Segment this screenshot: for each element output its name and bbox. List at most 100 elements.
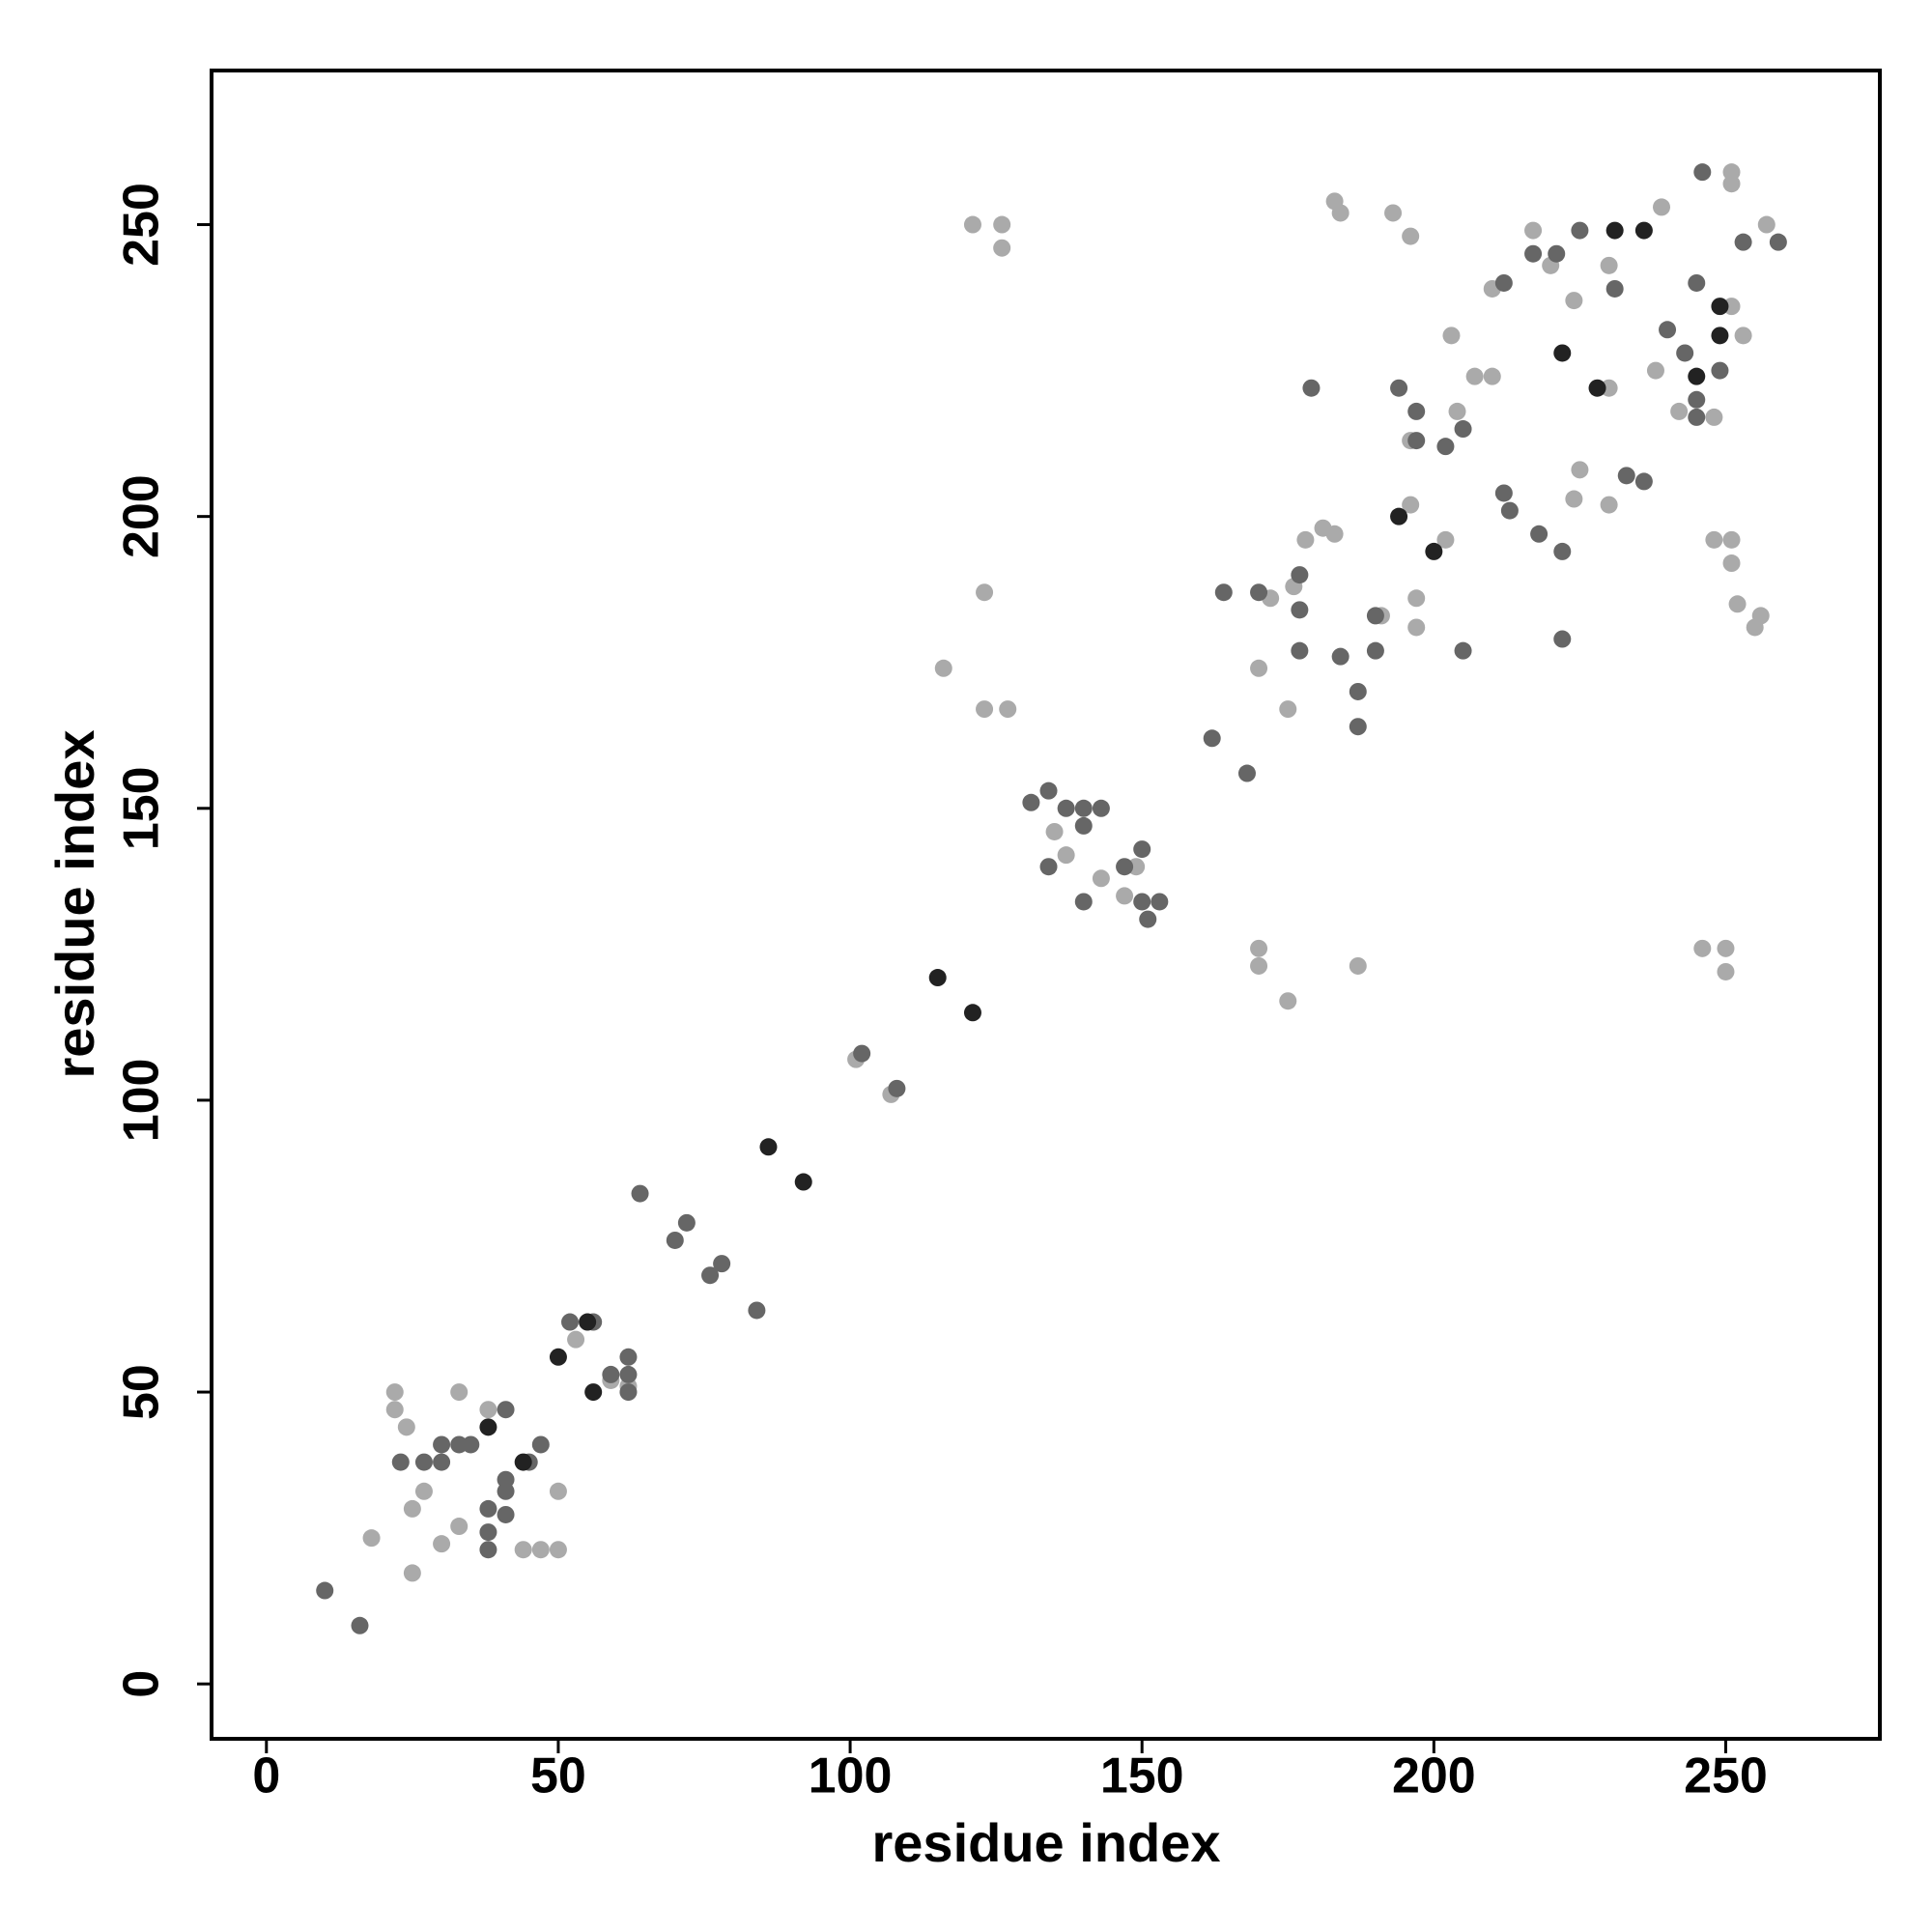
point [1571, 461, 1589, 479]
point [514, 1541, 532, 1559]
point [1553, 344, 1572, 362]
point [1571, 221, 1589, 240]
point [391, 1453, 410, 1471]
point [1634, 472, 1653, 491]
point [1605, 279, 1624, 298]
point [433, 1453, 451, 1471]
point [1116, 858, 1134, 876]
point [1565, 292, 1583, 310]
point [1291, 641, 1309, 660]
point [888, 1079, 906, 1097]
point [1448, 402, 1466, 420]
point [1717, 939, 1735, 957]
point [462, 1435, 480, 1454]
point [567, 1330, 585, 1349]
point [1722, 175, 1741, 193]
point [433, 1535, 451, 1553]
point [1139, 910, 1157, 928]
point [1402, 496, 1420, 514]
point [531, 1435, 550, 1454]
point [1425, 542, 1443, 560]
point [1734, 233, 1752, 251]
point [1705, 408, 1723, 426]
point [1548, 244, 1566, 263]
point [1711, 298, 1729, 316]
point [1349, 682, 1367, 700]
point [561, 1313, 580, 1331]
point [602, 1365, 620, 1383]
point [794, 1173, 812, 1191]
point [1494, 273, 1513, 292]
point [1757, 215, 1776, 234]
y-axis-label: residue index [44, 729, 105, 1078]
point [1390, 379, 1408, 397]
point [1349, 718, 1367, 736]
point [1646, 361, 1664, 380]
point [1302, 379, 1321, 397]
point [1390, 507, 1408, 526]
point [1407, 589, 1426, 608]
x-tick-label: 50 [530, 1748, 586, 1804]
point [1617, 467, 1635, 485]
point [1693, 939, 1712, 957]
point [1074, 893, 1093, 911]
point [934, 659, 952, 677]
point [619, 1365, 638, 1383]
point [677, 1213, 696, 1232]
point [963, 1004, 981, 1022]
point [1057, 799, 1075, 817]
point [1279, 700, 1297, 719]
point [1436, 438, 1455, 456]
point [316, 1581, 334, 1600]
point [479, 1499, 497, 1518]
point [433, 1435, 451, 1454]
point [1092, 869, 1110, 888]
point [385, 1401, 404, 1419]
point [1728, 595, 1747, 613]
point [1203, 729, 1221, 748]
point [549, 1348, 567, 1366]
point [1039, 858, 1058, 876]
point [1653, 198, 1671, 216]
point [1366, 607, 1384, 625]
point [1500, 501, 1519, 520]
plot-frame [210, 69, 1882, 1741]
point [1600, 256, 1618, 274]
point [1524, 221, 1543, 240]
point [1670, 402, 1689, 420]
point [414, 1453, 433, 1471]
point [1296, 530, 1315, 549]
point [1553, 542, 1572, 560]
point [1331, 204, 1350, 222]
point [549, 1482, 567, 1500]
point [1693, 163, 1712, 182]
point [1022, 793, 1040, 811]
point [531, 1541, 550, 1559]
point [584, 1383, 603, 1402]
point [397, 1418, 415, 1436]
point [1676, 344, 1694, 362]
point [1442, 327, 1461, 345]
point [403, 1499, 421, 1518]
point [1751, 607, 1770, 625]
point [993, 215, 1011, 234]
point [450, 1383, 469, 1402]
point [1711, 327, 1729, 345]
point [1092, 799, 1110, 817]
point [479, 1418, 497, 1436]
point [1711, 361, 1729, 380]
point [976, 583, 994, 602]
point [1214, 583, 1233, 602]
point [1688, 273, 1706, 292]
x-tick-label: 200 [1392, 1748, 1476, 1804]
point [976, 700, 994, 719]
y-tick-label: 200 [114, 474, 170, 558]
point [1530, 525, 1548, 543]
point [1039, 781, 1058, 800]
point [362, 1529, 381, 1548]
point [1524, 244, 1543, 263]
point [1366, 641, 1384, 660]
point [1588, 379, 1606, 397]
point [1291, 601, 1309, 619]
point [549, 1541, 567, 1559]
